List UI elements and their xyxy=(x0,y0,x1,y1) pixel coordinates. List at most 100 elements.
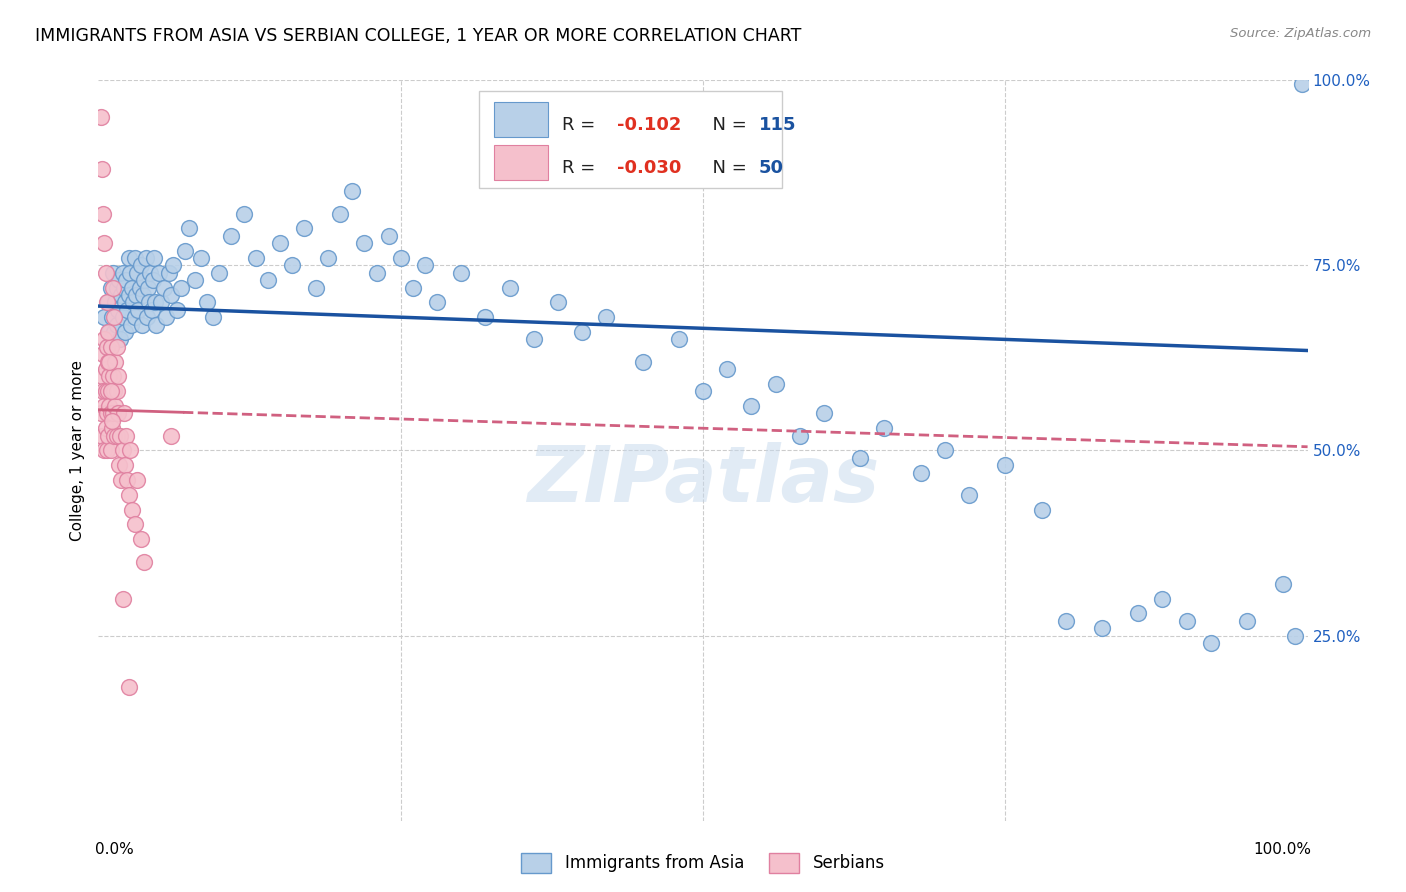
Point xyxy=(292,221,315,235)
Point xyxy=(1031,502,1053,516)
Point xyxy=(100,384,122,399)
Point xyxy=(124,517,146,532)
Point xyxy=(426,295,449,310)
Point xyxy=(160,288,183,302)
Point xyxy=(152,280,174,294)
Point xyxy=(112,407,135,421)
Text: N =: N = xyxy=(700,116,752,135)
Point xyxy=(93,399,115,413)
Point xyxy=(94,384,117,399)
Point xyxy=(91,369,114,384)
Point xyxy=(1152,591,1174,606)
Point xyxy=(141,302,163,317)
Point xyxy=(107,369,129,384)
Text: -0.102: -0.102 xyxy=(617,116,682,135)
Point xyxy=(269,236,291,251)
Point xyxy=(122,295,145,310)
Point xyxy=(93,236,115,251)
Point xyxy=(97,295,120,310)
Point xyxy=(97,384,120,399)
Text: N =: N = xyxy=(700,160,752,178)
Point xyxy=(100,384,122,399)
Point xyxy=(256,273,278,287)
Point xyxy=(740,399,762,413)
Point xyxy=(131,318,153,332)
Point xyxy=(98,399,121,413)
Point xyxy=(1128,607,1150,621)
Point xyxy=(127,473,149,487)
Point xyxy=(129,259,152,273)
Point xyxy=(110,288,132,302)
Point xyxy=(111,266,134,280)
Point xyxy=(91,206,114,220)
Point xyxy=(138,295,160,310)
Text: -0.030: -0.030 xyxy=(617,160,682,178)
Point xyxy=(232,206,254,220)
Point xyxy=(101,266,124,280)
Point xyxy=(281,259,304,273)
Point xyxy=(112,280,135,294)
Point xyxy=(100,414,122,428)
Point xyxy=(329,206,352,220)
Point xyxy=(96,340,118,354)
Point xyxy=(150,295,173,310)
Point xyxy=(118,488,141,502)
Point xyxy=(97,428,120,442)
Point xyxy=(118,266,141,280)
Point xyxy=(389,251,412,265)
Point xyxy=(107,302,129,317)
Point xyxy=(93,310,115,325)
Text: ZIPatlas: ZIPatlas xyxy=(527,442,879,518)
Point xyxy=(98,354,121,368)
Point xyxy=(402,280,425,294)
Point xyxy=(108,332,131,346)
Point xyxy=(124,310,146,325)
Point xyxy=(100,332,122,346)
Point xyxy=(94,362,117,376)
Point xyxy=(100,407,122,421)
Point xyxy=(366,266,388,280)
Point xyxy=(498,280,520,294)
Point xyxy=(114,295,136,310)
Point xyxy=(316,251,339,265)
Point xyxy=(134,273,156,287)
Point xyxy=(100,310,122,325)
Point xyxy=(547,295,569,310)
Point xyxy=(96,340,118,354)
Point xyxy=(142,273,165,287)
FancyBboxPatch shape xyxy=(494,145,548,180)
Point xyxy=(108,428,131,442)
Point xyxy=(169,280,191,294)
Point xyxy=(94,421,117,435)
Point xyxy=(105,280,128,294)
Point xyxy=(190,251,212,265)
Point xyxy=(128,280,150,294)
Point xyxy=(94,266,117,280)
Point xyxy=(668,332,690,346)
Point xyxy=(108,273,131,287)
Point xyxy=(910,466,932,480)
Point xyxy=(97,354,120,368)
Point xyxy=(114,325,136,339)
Point xyxy=(100,443,122,458)
Point xyxy=(849,450,872,465)
Point xyxy=(90,407,112,421)
Point xyxy=(100,340,122,354)
FancyBboxPatch shape xyxy=(494,103,548,137)
Point xyxy=(127,302,149,317)
Point xyxy=(143,295,166,310)
Point xyxy=(148,266,170,280)
Point xyxy=(1272,576,1295,591)
Point xyxy=(1199,636,1222,650)
Point xyxy=(100,280,122,294)
Point xyxy=(342,184,364,198)
Point xyxy=(789,428,811,442)
Point xyxy=(93,332,115,346)
Point xyxy=(101,407,124,421)
Point xyxy=(134,555,156,569)
Point xyxy=(377,228,399,243)
Point xyxy=(97,325,120,339)
Point xyxy=(120,318,142,332)
FancyBboxPatch shape xyxy=(479,91,782,187)
Text: 50: 50 xyxy=(759,160,783,178)
